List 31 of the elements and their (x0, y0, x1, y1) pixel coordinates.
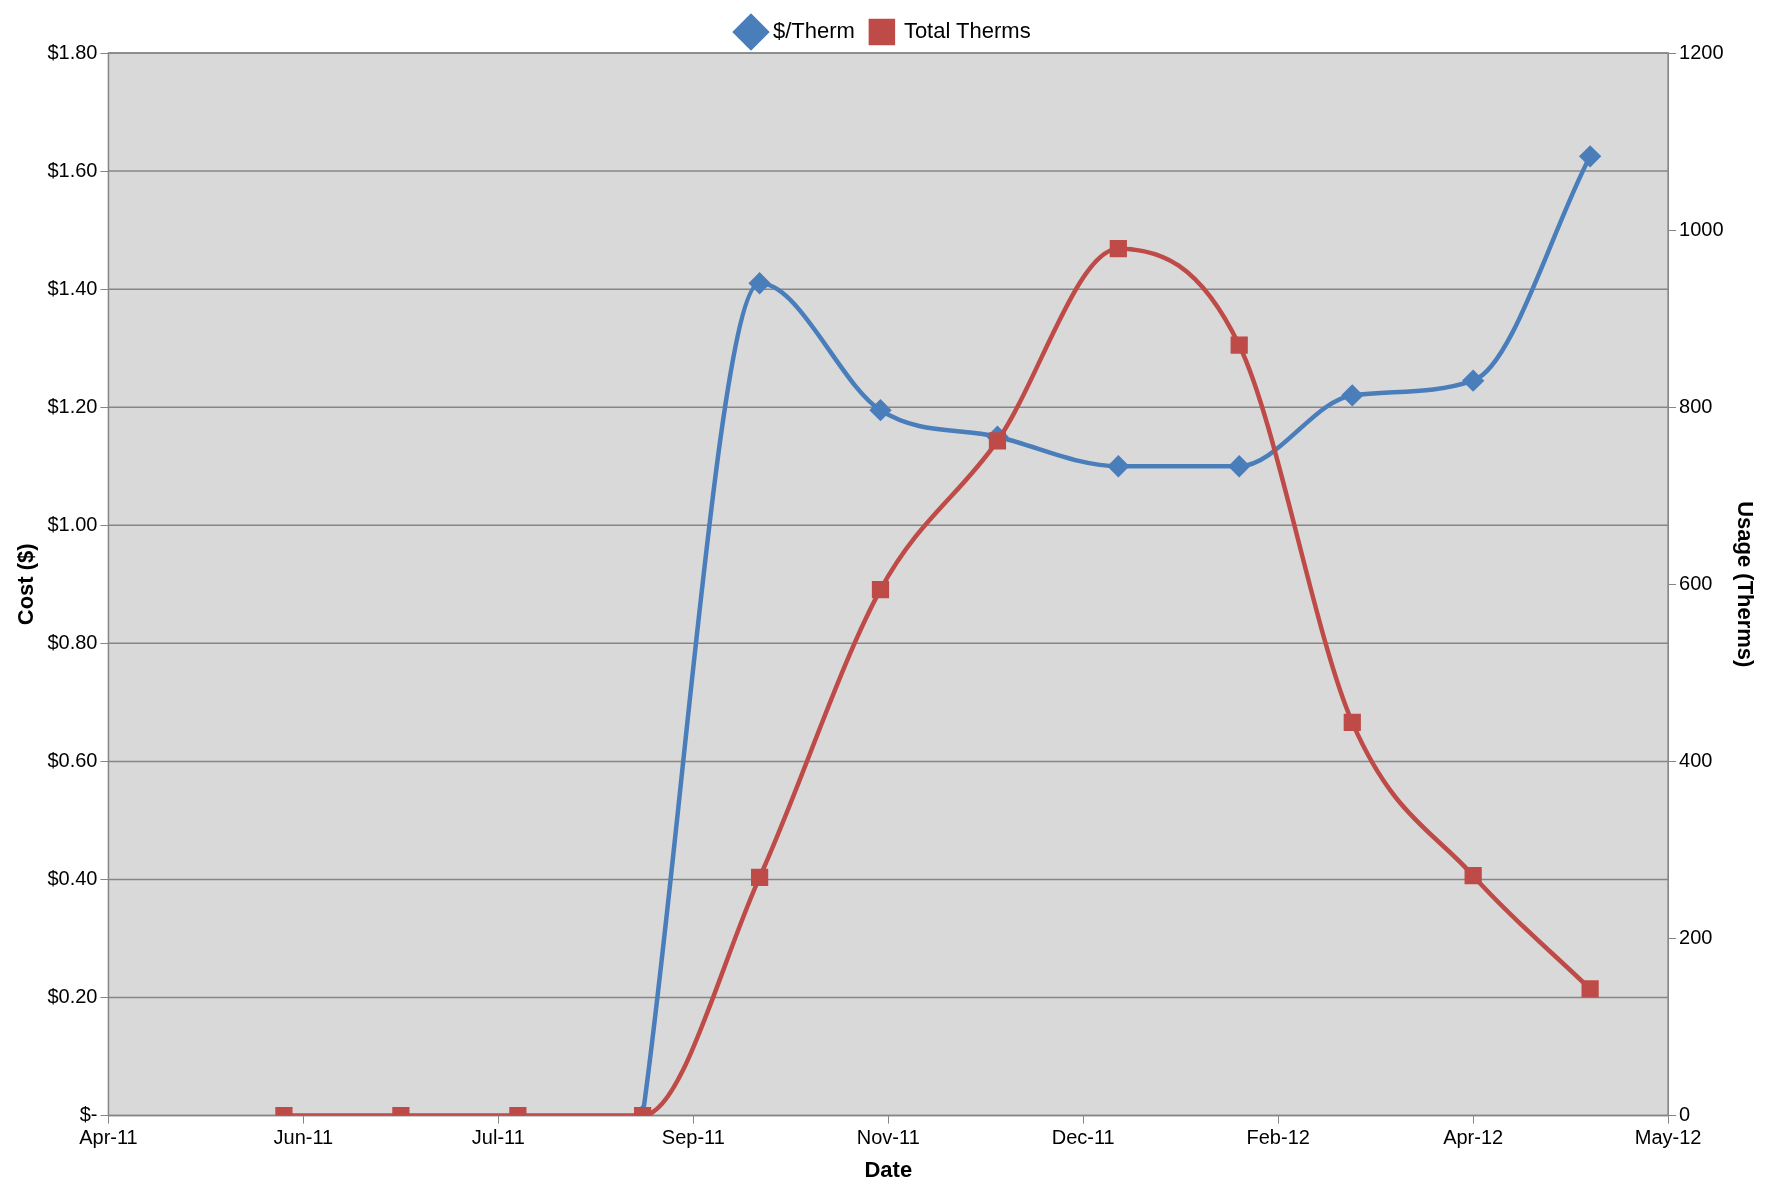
y2-tick-label: 1000 (1679, 217, 1724, 240)
y2-tick-label: 600 (1679, 571, 1713, 594)
x-tick-label: Jul-11 (471, 1126, 525, 1149)
y2-tick-label: 400 (1679, 748, 1713, 771)
y-axis-title: Cost ($) (13, 543, 39, 626)
x-tick-label: Apr-12 (1443, 1126, 1504, 1149)
y-tick-label: $0.60 (47, 748, 98, 771)
y2-tick-label: 1200 (1679, 40, 1724, 63)
y-tick-label: $1.40 (47, 276, 98, 299)
x-tick-label: Nov-11 (856, 1126, 920, 1149)
y-tick-label: $0.20 (47, 985, 98, 1008)
y2-tick-label: 800 (1679, 394, 1713, 417)
legend-label: Total Therms (903, 18, 1031, 44)
legend-label: $/Therm (772, 18, 855, 44)
x-tick-label: Apr-11 (79, 1126, 138, 1149)
x-tick-label: Feb-12 (1246, 1126, 1310, 1149)
y-tick-label: $1.60 (47, 158, 98, 181)
y-tick-label: $- (79, 1103, 98, 1126)
y-tick-label: $0.80 (47, 630, 98, 653)
x-tick-label: May-12 (1634, 1126, 1702, 1149)
y2-tick-label: 0 (1679, 1103, 1691, 1126)
x-tick-label: Dec-11 (1051, 1126, 1115, 1149)
x-tick-label: Sep-11 (661, 1126, 725, 1149)
x-tick-label: Jun-11 (273, 1126, 334, 1149)
y-tick-label: $0.40 (47, 866, 98, 889)
y2-tick-label: 200 (1679, 926, 1713, 949)
y-tick-label: $1.20 (47, 394, 98, 417)
y2-axis-title: Usage (Therms) (1732, 501, 1758, 668)
y-tick-label: $1.80 (47, 40, 98, 63)
x-axis-title: Date (864, 1156, 913, 1182)
y-tick-label: $1.00 (47, 512, 98, 535)
